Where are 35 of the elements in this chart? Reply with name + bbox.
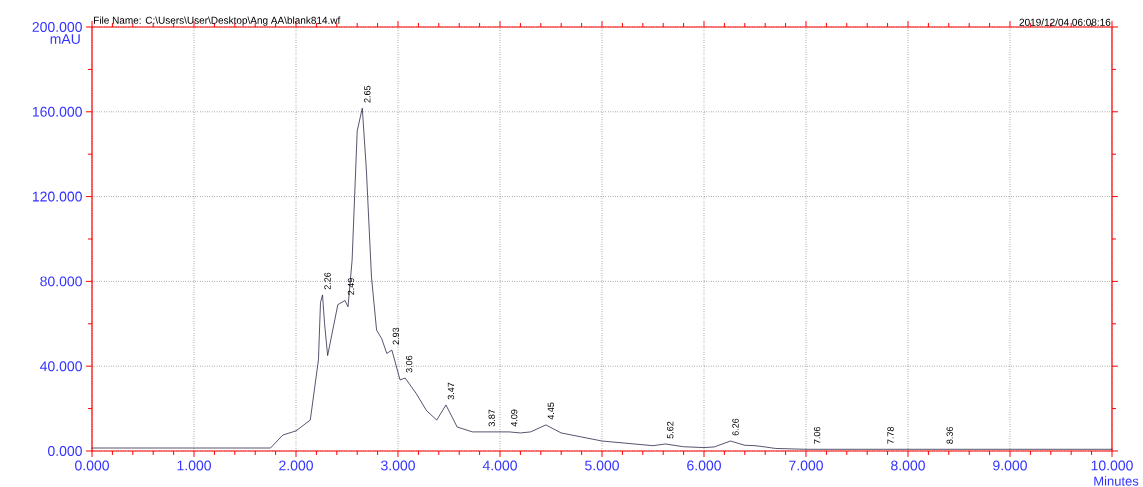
y-tick-label: 40.000 [39, 361, 82, 372]
x-tick-label: 9.000 [993, 460, 1027, 471]
x-tick-label: 6.000 [687, 460, 721, 471]
annotation: 7.06 [813, 426, 821, 444]
chart-subtitle: 2019/12/04 06:08:16 [1019, 18, 1111, 26]
annotation: 3.47 [447, 382, 455, 400]
x-tick-label: 10.000 [1091, 460, 1133, 471]
x-tick-label: 4.000 [482, 460, 517, 471]
y-tick-label: 0.000 [48, 446, 82, 456]
y-tick-label: 120.000 [32, 191, 82, 202]
annotation: 3.87 [488, 409, 495, 427]
y-tick-label: 160.000 [32, 106, 82, 117]
x-tick-label: 8.000 [891, 460, 925, 471]
annotation: 2.93 [392, 327, 400, 345]
x-tick-label: 1.000 [177, 460, 211, 471]
chart-title: File Name: C:\Users\User\Desktop\Ang AA\blank814.wf [94, 16, 341, 26]
annotation: 8.36 [946, 426, 953, 444]
annotation: 2.49 [347, 278, 355, 295]
x-tick-label: 3.000 [381, 460, 415, 471]
x-tick-label: 5.000 [585, 460, 619, 471]
x-tick-label: 2.000 [279, 460, 313, 471]
annotation: 6.26 [732, 418, 739, 436]
annotation: 4.09 [510, 409, 518, 427]
x-axis-title: Minutes [1094, 476, 1139, 486]
y-tick-label: 80.000 [40, 276, 82, 287]
x-tick-label: 0.000 [75, 460, 109, 471]
annotation: 2.26 [324, 272, 331, 290]
x-tick-label: 7.000 [789, 460, 823, 471]
annotation: 7.78 [887, 426, 894, 444]
annotation: 5.62 [667, 421, 674, 439]
annotation: 3.06 [405, 355, 413, 373]
y-tick-label: 200.000 [32, 22, 82, 32]
annotation: 2.65 [364, 85, 371, 103]
y-axis-title: mAU [50, 34, 80, 44]
annotation: 4.45 [547, 402, 555, 420]
